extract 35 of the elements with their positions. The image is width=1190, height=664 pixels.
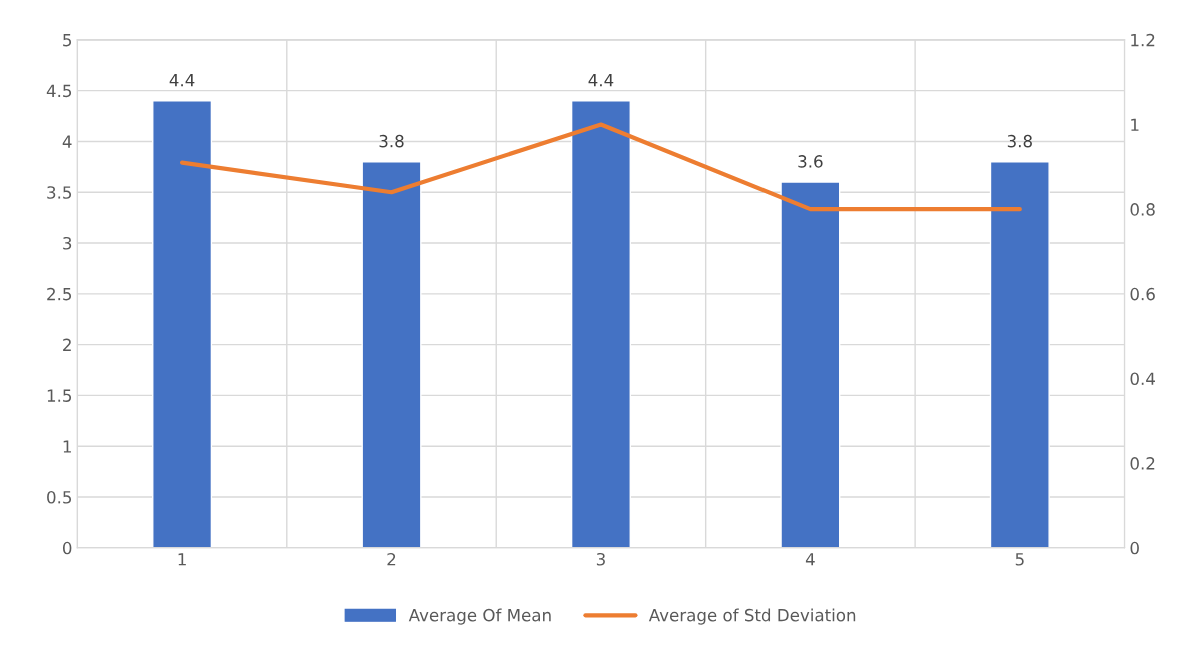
data-label: 3.8 (379, 134, 404, 148)
y-tick-label: 0 (62, 541, 72, 555)
y2-tick-label: 0.2 (1130, 457, 1155, 470)
data-label: 4.4 (588, 74, 614, 87)
y-tick-label: 2.5 (47, 287, 72, 301)
y-tick-label: 4.5 (46, 84, 72, 98)
legend-label: Average of Std Deviation (648, 608, 856, 625)
y2-tick-label: 0.8 (1130, 203, 1155, 216)
y2-tick-label: 1.2 (1131, 33, 1155, 47)
x-tick-label: 4 (805, 553, 815, 566)
y-tick-label: 1.5 (47, 389, 72, 402)
x-tick-label: 3 (596, 552, 605, 566)
bar (989, 161, 1050, 548)
bar (780, 181, 841, 548)
x-tick-label: 5 (1015, 553, 1024, 566)
data-label: 3.8 (1007, 134, 1032, 148)
y2-tick-label: 0.4 (1130, 372, 1155, 386)
y-tick-label: 5 (63, 34, 72, 47)
y-tick-label: 3 (63, 236, 72, 250)
data-label: 4.4 (169, 74, 195, 87)
data-label: 3.6 (798, 155, 823, 168)
y-tick-label: 0.5 (47, 490, 72, 504)
legend-label: Average Of Mean (408, 608, 551, 625)
y-tick-label: 1 (63, 440, 71, 453)
bar (570, 100, 631, 548)
y2-tick-label: 1 (1131, 118, 1139, 131)
y-tick-label: 2 (63, 338, 71, 351)
y-tick-label: 4 (62, 135, 72, 148)
x-tick-label: 2 (387, 552, 396, 566)
bar (361, 161, 422, 548)
y-tick-label: 3.5 (47, 186, 72, 199)
y2-tick-label: 0 (1130, 541, 1139, 555)
y2-tick-label: 0.6 (1130, 287, 1155, 301)
x-tick-label: 1 (178, 553, 186, 566)
bar (152, 100, 213, 548)
